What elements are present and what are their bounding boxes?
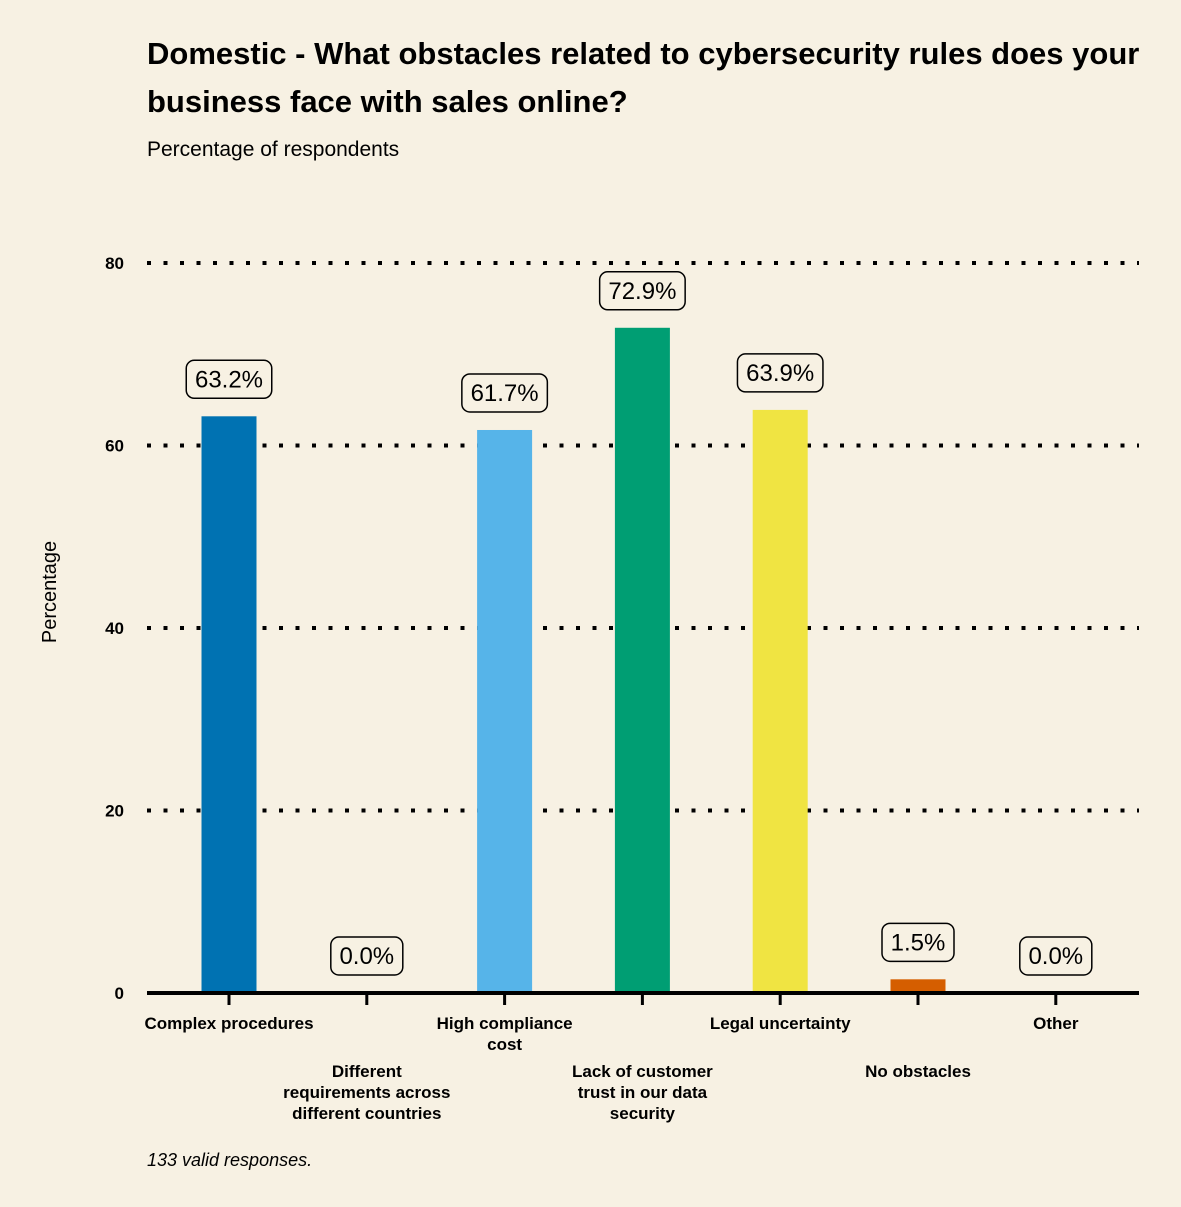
data-label-text: 63.9% xyxy=(746,360,814,387)
x-tick-label-line: security xyxy=(610,1104,676,1123)
bar xyxy=(201,416,257,993)
data-label-text: 72.9% xyxy=(608,278,676,305)
x-tick-label-line: Different xyxy=(332,1062,402,1081)
chart-subtitle: Percentage of respondents xyxy=(147,138,400,161)
x-tick-label-line: cost xyxy=(487,1035,522,1054)
x-tick-label: High compliance cost xyxy=(437,1014,573,1054)
bars xyxy=(201,327,946,994)
bar xyxy=(890,979,946,993)
y-axis-label: Percentage xyxy=(39,541,61,643)
data-label-box xyxy=(1019,936,1093,976)
footnote: 133 valid responses. xyxy=(147,1150,313,1170)
y-tick-label: 60 xyxy=(105,437,124,456)
y-tick-label: 20 xyxy=(105,802,124,821)
x-tick-label-line: trust in our data xyxy=(578,1083,708,1102)
data-label-box xyxy=(330,936,404,976)
data-label: 0.0% xyxy=(1019,936,1093,976)
data-label: 0.0% xyxy=(330,936,404,976)
bar xyxy=(614,327,670,994)
bar xyxy=(477,429,533,993)
x-tick-label: Complex procedures xyxy=(144,1014,313,1033)
y-tick-label: 40 xyxy=(105,619,124,638)
data-label: 61.7% xyxy=(461,373,549,413)
data-label: 1.5% xyxy=(881,922,955,963)
data-label-text: 1.5% xyxy=(891,929,946,956)
x-tick-label-line: different countries xyxy=(292,1104,441,1123)
x-tick-label: No obstacles xyxy=(865,1062,971,1081)
data-label-box xyxy=(598,271,686,311)
data-label-box xyxy=(881,922,955,963)
data-label: 63.2% xyxy=(185,359,273,400)
x-tick-label-line: No obstacles xyxy=(865,1062,971,1081)
data-label-box xyxy=(185,359,273,400)
y-tick-label: 80 xyxy=(105,254,124,273)
x-tick-label-line: requirements across xyxy=(283,1083,450,1102)
x-tick-label-line: Complex procedures xyxy=(144,1014,313,1033)
data-label-text: 0.0% xyxy=(1028,943,1083,970)
data-labels: 63.2% 0.0% 61.7% 72.9% 63.9% 1.5% 0.0% xyxy=(185,271,1093,976)
x-tick-label-line: Lack of customer xyxy=(572,1062,713,1081)
y-tick-label: 0 xyxy=(115,984,124,1003)
x-tick-label-line: Other xyxy=(1033,1014,1079,1033)
data-label-text: 0.0% xyxy=(339,943,394,970)
bar xyxy=(752,409,808,994)
x-tick-label: Legal uncertainty xyxy=(710,1014,851,1033)
y-axis-ticks: 0 20 40 60 80 xyxy=(105,254,124,1003)
data-label-box xyxy=(736,353,824,393)
x-tick-label: Different requirements across different co… xyxy=(283,1062,450,1123)
data-label: 72.9% xyxy=(598,271,686,311)
x-tick-label: Lack of customer trust in our data securit… xyxy=(572,1062,713,1123)
data-label-text: 61.7% xyxy=(471,380,539,407)
x-tick-label-line: Legal uncertainty xyxy=(710,1014,851,1033)
x-tick-label-line: High compliance xyxy=(437,1014,573,1033)
x-tick-label: Other xyxy=(1033,1014,1079,1033)
data-label-box xyxy=(461,373,549,413)
x-axis-ticks: Complex procedures Different requirements … xyxy=(144,993,1079,1123)
data-label-text: 63.2% xyxy=(195,366,263,393)
data-label: 63.9% xyxy=(736,353,824,393)
chart-title: Domestic - What obstacles related to cyb… xyxy=(147,36,1140,119)
